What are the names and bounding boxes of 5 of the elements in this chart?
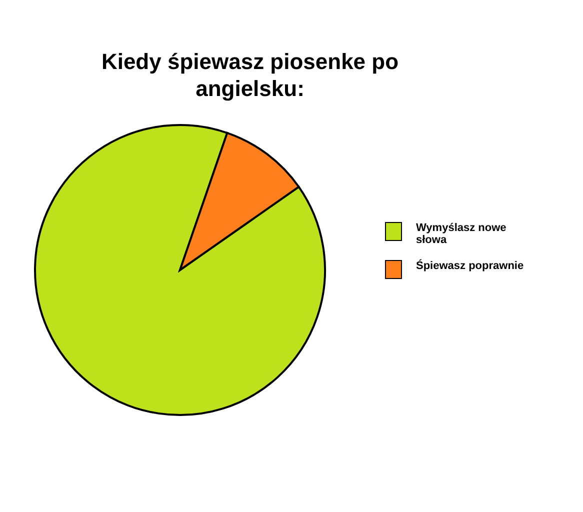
pie-slice [34, 124, 326, 416]
pie-slice [179, 132, 300, 271]
legend-label: Wymyślasz nowe słowa [416, 222, 508, 246]
chart-title: Kiedy śpiewasz piosenke po angielsku: [100, 48, 400, 102]
legend-label: Śpiewasz poprawnie [416, 260, 525, 272]
